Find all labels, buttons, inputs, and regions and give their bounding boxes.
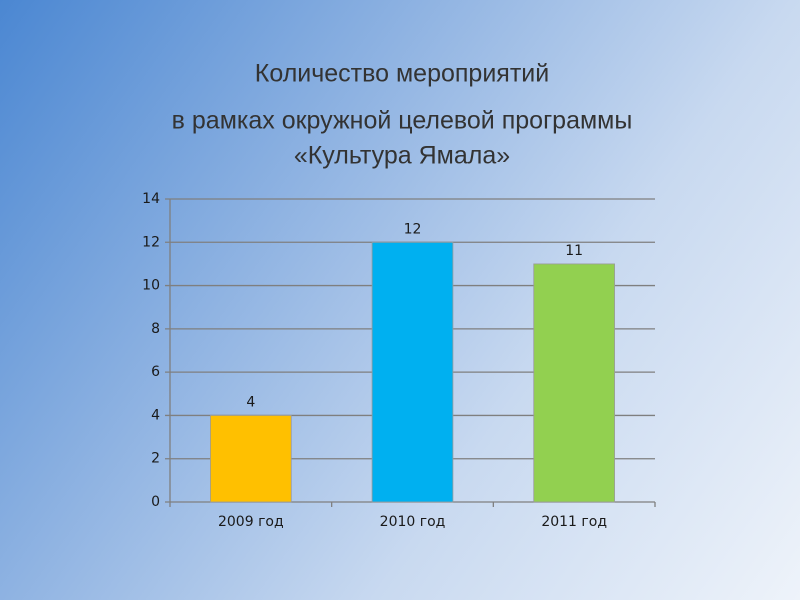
bar bbox=[371, 241, 454, 503]
chart-title: «Культура Ямала» bbox=[294, 142, 510, 170]
x-tick-label: 2010 год bbox=[380, 514, 446, 530]
x-tick-label: 2009 год bbox=[218, 514, 284, 530]
y-tick-label: 0 bbox=[151, 494, 160, 510]
y-tick-label: 12 bbox=[142, 234, 160, 250]
y-tick-label: 14 bbox=[142, 191, 160, 207]
data-label: 11 bbox=[565, 243, 583, 259]
y-tick-label: 6 bbox=[151, 364, 160, 380]
y-tick-label: 10 bbox=[142, 278, 160, 294]
y-tick-label: 2 bbox=[151, 451, 160, 467]
chart-title: в рамках окружной целевой программы bbox=[172, 107, 633, 135]
bar bbox=[533, 263, 615, 503]
y-tick-label: 8 bbox=[151, 321, 160, 337]
chart-title: Количество мероприятий bbox=[255, 60, 549, 88]
y-tick-label: 4 bbox=[151, 407, 160, 423]
x-tick-label: 2011 год bbox=[541, 514, 607, 530]
data-label: 4 bbox=[246, 394, 255, 410]
bar bbox=[210, 415, 292, 503]
data-label: 12 bbox=[404, 221, 422, 237]
